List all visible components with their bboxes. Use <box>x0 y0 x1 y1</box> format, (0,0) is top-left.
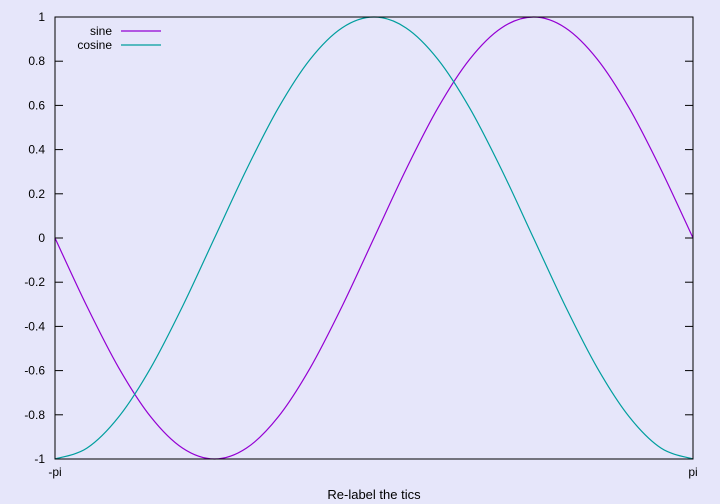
x-tick-label: pi <box>688 465 697 479</box>
x-tick-label: -pi <box>48 465 61 479</box>
y-tick-label: 0 <box>38 231 45 245</box>
legend-label-sine: sine <box>90 24 112 38</box>
y-tick-label: 0.4 <box>28 143 45 157</box>
y-tick-label: 0.8 <box>28 54 45 68</box>
y-tick-label: -0.4 <box>24 319 45 333</box>
x-axis-label: Re-label the tics <box>327 487 421 502</box>
legend-label-cosine: cosine <box>77 38 112 52</box>
y-tick-label: -0.6 <box>24 364 45 378</box>
x-tick-labels: -pi pi <box>48 465 697 479</box>
series-line-sine <box>54 16 694 460</box>
plot-frame <box>54 16 694 460</box>
y-tick-label: 0.2 <box>28 187 45 201</box>
y-tick-label: -0.8 <box>24 408 45 422</box>
y-tick-label: 1 <box>38 10 45 24</box>
y-tick-label: 0.6 <box>28 98 45 112</box>
y-tick-label: -0.2 <box>24 275 45 289</box>
y-tick-labels: -1 -0.8 -0.6 -0.4 -0.2 0 0.2 0.4 0.6 0.8 1 <box>24 10 45 466</box>
y-tick-label: -1 <box>34 452 45 466</box>
